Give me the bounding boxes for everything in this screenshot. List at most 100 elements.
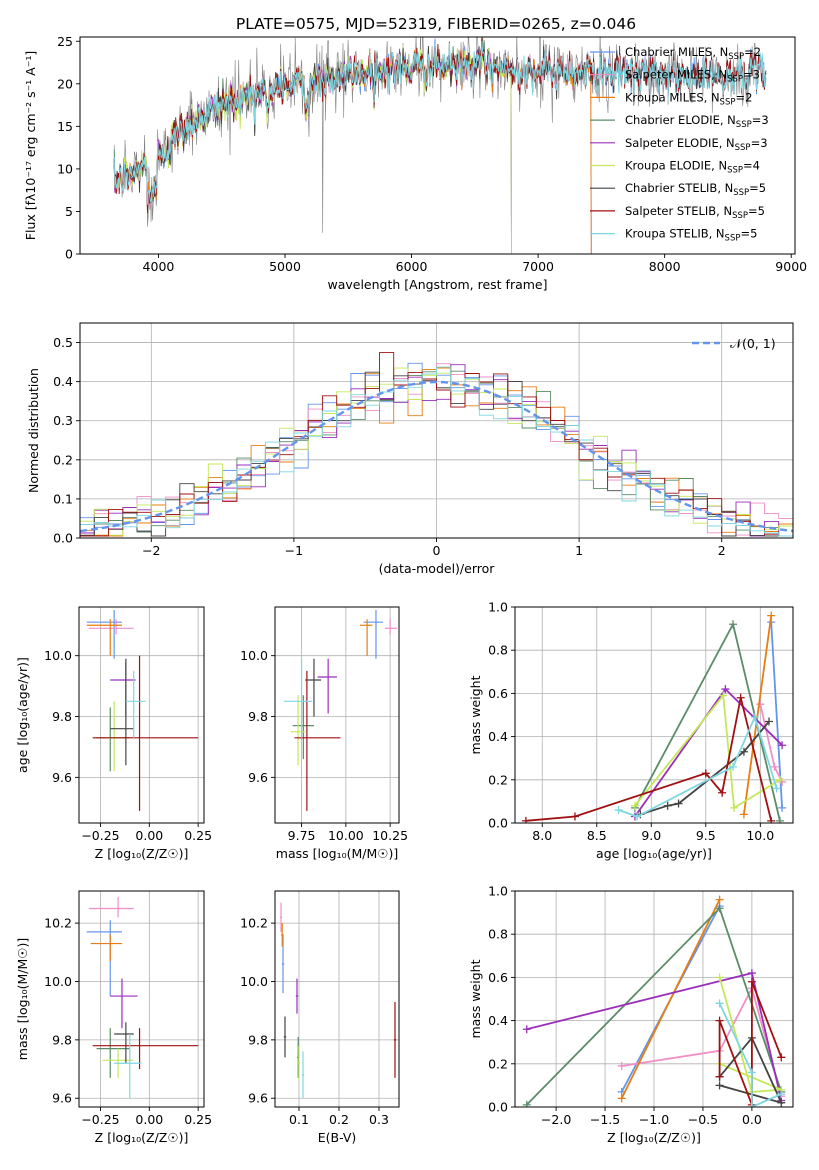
legend-label-sub: SSP — [727, 75, 743, 85]
axes-frame — [78, 890, 205, 1108]
y-tick-label: 15 — [57, 119, 73, 134]
x-tick-label: 10.00 — [328, 828, 364, 843]
x-tick-label: 0.00 — [135, 828, 163, 843]
point-marker-chabrier-stelib — [674, 799, 683, 808]
x-tick-label: −2 — [142, 543, 160, 558]
point-marker-salpeter-stelib — [521, 816, 530, 823]
x-tick-label: 0.25 — [184, 1112, 212, 1127]
point-marker-kroupa-miles — [739, 810, 748, 819]
legend-label-chabrier-elodie: Chabrier ELODIE, NSSP=3 — [625, 113, 769, 130]
point-marker-salpeter-miles — [770, 762, 779, 771]
histogram-salpeter-stelib — [80, 352, 793, 537]
point-marker-salpeter-stelib — [747, 977, 756, 986]
point-marker-salpeter-elodie — [747, 969, 756, 978]
plot-area — [279, 902, 397, 1099]
point-marker-salpeter-stelib — [718, 788, 727, 797]
y-tick-label: 9.6 — [52, 1091, 72, 1106]
x-axis-label: wavelength [Angstrom, rest frame] — [327, 277, 547, 292]
y-axis-label: mass weight — [468, 959, 483, 1038]
point-marker-kroupa-elodie — [630, 801, 639, 810]
x-tick-label: 6000 — [396, 259, 428, 274]
series-line-kroupa-stelib — [718, 1002, 782, 1107]
x-axis-label: (data-model)/error — [379, 561, 496, 576]
y-axis-label: Normed distribution — [26, 368, 41, 493]
y-axis-label: mass [log₁₀(M/M☉)] — [15, 938, 30, 1060]
legend-label-sub: SSP — [735, 143, 751, 153]
legend-label-base: Salpeter ELODIE, N — [625, 136, 735, 150]
legend-label-base: Kroupa MILES, N — [625, 90, 720, 104]
y-tick-label: 0.4 — [53, 374, 73, 389]
point-marker-salpeter-elodie — [522, 1025, 531, 1034]
x-tick-label: 8.0 — [532, 828, 552, 843]
x-tick-label: 2 — [718, 543, 726, 558]
residuals-histogram-panel: −2 −1 0 1 2 0.0 0.1 0.2 0.3 0.4 0.5 (data-model)/er… — [26, 322, 794, 576]
age-vs-mass-panel: 9.75 10.00 10.25 9.6 9.8 10.0 mass [log₁₀(M/M☉… — [240, 606, 408, 861]
y-tick-label: 10.2 — [240, 916, 268, 931]
x-tick-label: −1.5 — [590, 1112, 620, 1127]
point-marker-salpeter-stelib — [777, 1053, 786, 1062]
legend-label-sub: SSP — [733, 188, 749, 198]
legend-label-base: Salpeter STELIB, N — [625, 204, 732, 218]
legend-label-sub: SSP — [720, 97, 736, 107]
histogram-kroupa-stelib — [80, 366, 793, 537]
plot-area — [86, 896, 199, 1099]
legend-label-base: Chabrier STELIB, N — [625, 181, 733, 195]
y-tick-label: 0.1 — [53, 491, 73, 506]
series-line-salpeter-miles — [621, 985, 783, 1097]
legend-label-base: Salpeter MILES, N — [625, 68, 727, 82]
x-tick-label: 0.00 — [135, 1112, 163, 1127]
x-tick-label: 8.5 — [587, 828, 607, 843]
axes-frame — [79, 36, 796, 255]
x-axis-label: E(B-V) — [318, 1130, 357, 1145]
x-tick-label: −1 — [285, 543, 303, 558]
point-marker-salpeter-elodie — [721, 685, 730, 694]
y-tick-label: 10.0 — [240, 974, 268, 989]
point-marker-salpeter-stelib — [701, 769, 710, 778]
point-marker-chabrier-elodie — [715, 904, 724, 913]
point-marker-chabrier-stelib — [739, 747, 748, 756]
point-marker-salpeter-stelib — [736, 693, 745, 702]
point-marker-kroupa-stelib — [750, 713, 759, 722]
point-marker-kroupa-miles — [715, 895, 724, 904]
y-tick-label: 0.0 — [488, 816, 508, 831]
legend-label-tail: =4 — [743, 159, 760, 173]
y-tick-label: 1.0 — [488, 884, 508, 899]
point-marker-chabrier-stelib — [777, 1098, 786, 1107]
x-axis-label: Z [log₁₀(Z/Z☉)] — [95, 846, 189, 861]
y-axis-label: age [log₁₀(age/yr)] — [15, 657, 30, 773]
axes-frame — [514, 606, 794, 824]
x-tick-label: −0.25 — [81, 1112, 119, 1127]
point-marker-kroupa-elodie — [719, 691, 728, 700]
series-line-kroupa-elodie — [634, 693, 781, 810]
legend-label-tail: =3 — [743, 68, 760, 82]
legend-label-chabrier-stelib: Chabrier STELIB, NSSP=5 — [625, 181, 766, 198]
x-tick-label: −0.5 — [688, 1112, 718, 1127]
point-marker-salpeter-stelib — [715, 1072, 724, 1081]
mass-weight-vs-age-panel: 8.0 8.5 9.0 9.5 10.0 0.0 0.2 0.4 0.6 0.8 1.0 age [l… — [468, 600, 794, 861]
series-line-kroupa-elodie — [718, 977, 782, 1093]
y-tick-label: 0.4 — [488, 729, 508, 744]
point-marker-kroupa-miles — [767, 611, 776, 620]
x-tick-label: 0.2 — [329, 1112, 349, 1127]
legend-label-tail: =5 — [749, 181, 766, 195]
point-marker-chabrier-elodie — [522, 1100, 531, 1107]
legend-label-tail: =5 — [748, 204, 765, 218]
point-marker-kroupa-stelib — [777, 1090, 786, 1099]
y-tick-label: 9.8 — [248, 709, 268, 724]
x-tick-label: −1.0 — [639, 1112, 669, 1127]
x-axis-label: Z [log₁₀(Z/Z☉)] — [95, 1130, 189, 1145]
y-tick-label: 0.3 — [53, 413, 73, 428]
figure-title: PLATE=0575, MJD=52319, FIBERID=0265, z=0… — [236, 15, 636, 33]
y-tick-label: 0.2 — [488, 1056, 508, 1071]
legend-label-tail: =3 — [752, 113, 769, 127]
y-tick-label: 0.5 — [53, 335, 73, 350]
y-tick-label: 0.6 — [488, 686, 508, 701]
age-vs-metallicity-panel: −0.25 0.00 0.25 9.6 9.8 10.0 Z [log₁₀(Z/Z☉)] ag… — [15, 606, 212, 861]
legend-label-sub: SSP — [727, 166, 743, 176]
y-tick-label: 25 — [57, 34, 73, 49]
legend-label-salpeter-stelib: Salpeter STELIB, NSSP=5 — [625, 204, 765, 221]
x-tick-label: 0.3 — [369, 1112, 389, 1127]
x-tick-label: 0 — [433, 543, 441, 558]
axes-frame — [514, 890, 794, 1108]
